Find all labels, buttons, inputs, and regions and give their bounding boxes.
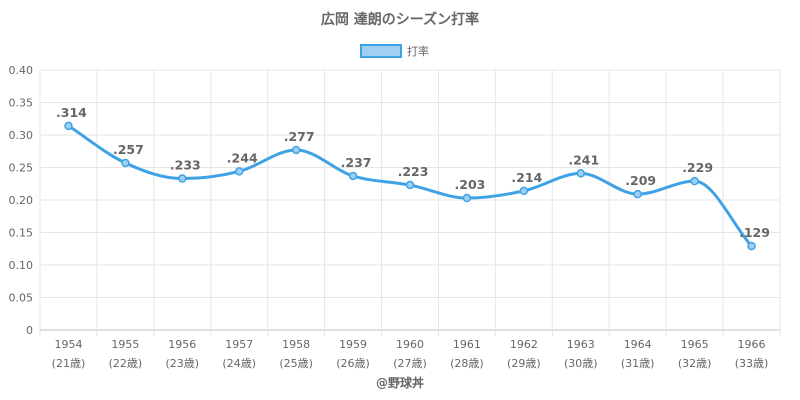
y-tick-label: 0.40 bbox=[9, 64, 34, 77]
y-tick-label: 0.10 bbox=[9, 259, 34, 272]
data-label: .277 bbox=[284, 129, 315, 144]
x-tick-label: 1954 bbox=[54, 338, 82, 351]
data-point[interactable] bbox=[405, 180, 415, 190]
y-tick-label: 0.15 bbox=[9, 227, 34, 240]
x-tick-label: 1966 bbox=[738, 338, 766, 351]
x-tick-sublabel: (26歳) bbox=[336, 357, 370, 370]
data-label: .129 bbox=[739, 225, 770, 240]
x-tick-sublabel: (21歳) bbox=[52, 357, 86, 370]
data-point[interactable] bbox=[291, 145, 301, 155]
legend-label: 打率 bbox=[407, 44, 429, 58]
x-tick-sublabel: (23歳) bbox=[166, 357, 200, 370]
chart-title: 広岡 達朗のシーズン打率 bbox=[321, 11, 479, 28]
y-tick-label: 0.20 bbox=[9, 194, 34, 207]
x-tick-label: 1958 bbox=[282, 338, 310, 351]
x-tick-sublabel: (24歳) bbox=[222, 357, 256, 370]
x-tick-sublabel: (33歳) bbox=[735, 357, 769, 370]
grid bbox=[39, 69, 781, 336]
data-point[interactable] bbox=[576, 169, 586, 178]
y-tick-label: 0.30 bbox=[9, 129, 34, 142]
data-label: .209 bbox=[625, 173, 656, 188]
legend[interactable]: 打率 bbox=[360, 44, 429, 58]
x-tick-sublabel: (27歳) bbox=[393, 357, 427, 370]
x-tick-sublabel: (22歳) bbox=[109, 357, 143, 370]
x-tick-sublabel: (25歳) bbox=[279, 357, 313, 370]
y-tick-label: 0.35 bbox=[9, 97, 34, 110]
data-label: .203 bbox=[455, 177, 486, 192]
data-label: .241 bbox=[568, 152, 599, 167]
y-tick-label: 0 bbox=[26, 324, 33, 337]
x-tick-sublabel: (30歳) bbox=[564, 357, 598, 370]
data-point[interactable] bbox=[519, 186, 529, 196]
data-labels: .314 .257 .233 .244 .277 .237 .223 .203 .214 .241… bbox=[56, 105, 770, 240]
x-tick-sublabel: (29歳) bbox=[507, 357, 541, 370]
data-label: .223 bbox=[398, 164, 429, 179]
data-point[interactable] bbox=[633, 189, 642, 199]
x-axis-ticks: 1954 (21歳) 1955 (22歳) 1956 (23歳) 1957 (24歳) 1958… bbox=[52, 338, 769, 370]
series-batting-average bbox=[64, 121, 756, 251]
x-tick-label: 1964 bbox=[624, 338, 652, 351]
x-tick-label: 1961 bbox=[453, 338, 481, 351]
data-point[interactable] bbox=[690, 176, 699, 186]
x-tick-sublabel: (32歳) bbox=[678, 357, 712, 370]
data-label: .214 bbox=[511, 170, 542, 185]
legend-swatch bbox=[360, 44, 402, 58]
x-tick-label: 1959 bbox=[339, 338, 367, 351]
y-tick-label: 0.25 bbox=[9, 162, 34, 175]
y-tick-label: 0.05 bbox=[9, 292, 34, 305]
x-tick-label: 1957 bbox=[225, 338, 253, 351]
data-point[interactable] bbox=[348, 171, 358, 181]
y-axis-ticks: 0 0.05 0.10 0.15 0.20 0.25 0.30 0.35 0.40 bbox=[9, 64, 34, 337]
credit-text: @野球丼 bbox=[376, 375, 424, 390]
x-tick-label: 1963 bbox=[567, 338, 595, 351]
x-tick-sublabel: (28歳) bbox=[450, 357, 484, 370]
data-point[interactable] bbox=[64, 121, 73, 131]
data-label: .314 bbox=[56, 105, 87, 120]
x-tick-sublabel: (31歳) bbox=[621, 357, 655, 370]
x-tick-label: 1965 bbox=[681, 338, 709, 351]
data-label: .244 bbox=[227, 150, 258, 165]
data-point[interactable] bbox=[234, 167, 244, 176]
data-point[interactable] bbox=[178, 174, 187, 183]
x-tick-label: 1962 bbox=[510, 338, 538, 351]
data-point[interactable] bbox=[747, 241, 756, 251]
data-label: .229 bbox=[682, 160, 713, 175]
data-point[interactable] bbox=[462, 193, 472, 203]
data-label: .237 bbox=[341, 155, 372, 170]
data-label: .233 bbox=[170, 158, 201, 173]
x-tick-label: 1956 bbox=[168, 338, 196, 351]
data-label: .257 bbox=[113, 142, 144, 157]
x-tick-label: 1960 bbox=[396, 338, 424, 351]
x-tick-label: 1955 bbox=[111, 338, 139, 351]
data-point[interactable] bbox=[121, 158, 130, 168]
